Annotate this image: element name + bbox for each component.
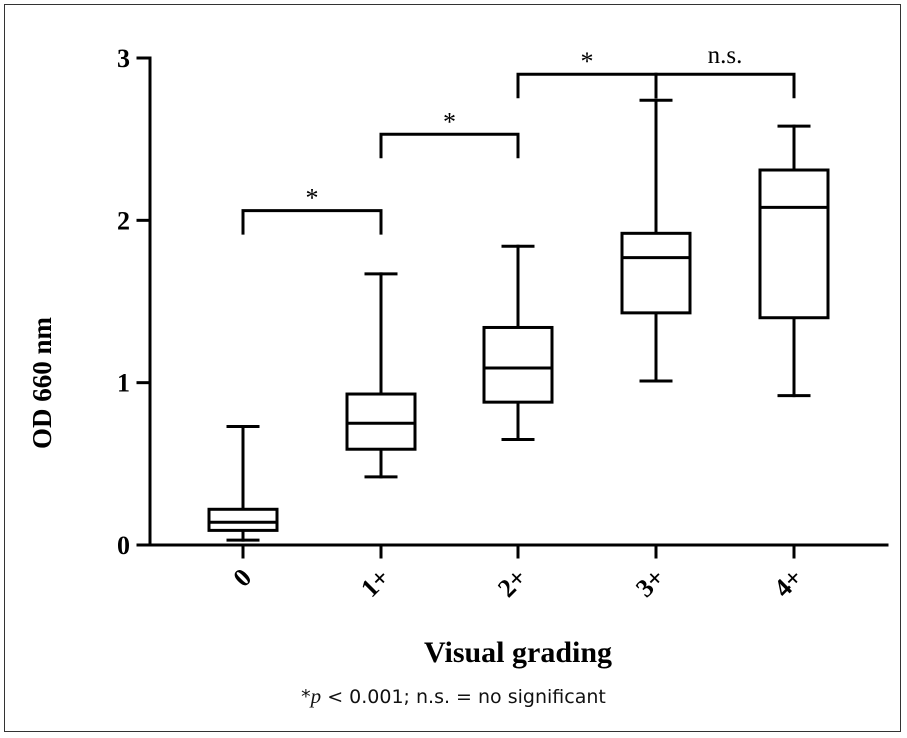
- box-2: [482, 244, 554, 441]
- bracket-1: *: [379, 107, 520, 159]
- box-body: [482, 325, 554, 404]
- bracket-3: n.s.: [654, 42, 796, 99]
- caption-p-symbol: p: [310, 684, 322, 708]
- figure-caption: *p < 0.001; n.s. = no significant: [0, 684, 907, 709]
- box-body: [207, 507, 279, 532]
- bracket-label: *: [443, 107, 456, 136]
- y-tick-label: 3: [117, 44, 130, 73]
- y-tick-label: 1: [117, 369, 130, 398]
- box-4: [758, 124, 830, 398]
- bracket-label: n.s.: [708, 42, 743, 69]
- y-tick-label: 2: [117, 206, 130, 235]
- x-tick-label: 2+: [492, 563, 532, 603]
- bracket-0: *: [241, 184, 383, 235]
- box-body: [620, 231, 692, 315]
- bracket-line: [516, 72, 658, 99]
- x-axis-label: Visual grading: [424, 636, 612, 669]
- x-tick-label: 3+: [630, 563, 670, 603]
- box-0: [207, 424, 279, 542]
- box-1: [345, 272, 417, 479]
- bracket-line: [654, 72, 796, 99]
- bracket-label: *: [581, 47, 594, 76]
- x-tick-label: 4+: [768, 563, 808, 603]
- figure-frame: [4, 4, 901, 732]
- caption-text: < 0.001; n.s. = no significant: [321, 686, 606, 708]
- y-axis-label: OD 660 nm: [27, 316, 57, 449]
- caption-star: *: [301, 686, 311, 708]
- box-body: [758, 168, 830, 320]
- significance-brackets: * * * n.s.: [241, 42, 796, 235]
- box-body: [345, 392, 417, 451]
- y-tick-label: 0: [117, 531, 130, 560]
- bracket-2: *: [516, 47, 658, 99]
- box-3: [620, 98, 692, 383]
- x-tick-label: 0: [228, 563, 258, 593]
- bracket-line: [241, 209, 383, 235]
- boxes: [207, 98, 830, 542]
- x-tick-label: 1+: [355, 563, 395, 603]
- bracket-label: *: [306, 184, 319, 213]
- bracket-line: [379, 132, 520, 159]
